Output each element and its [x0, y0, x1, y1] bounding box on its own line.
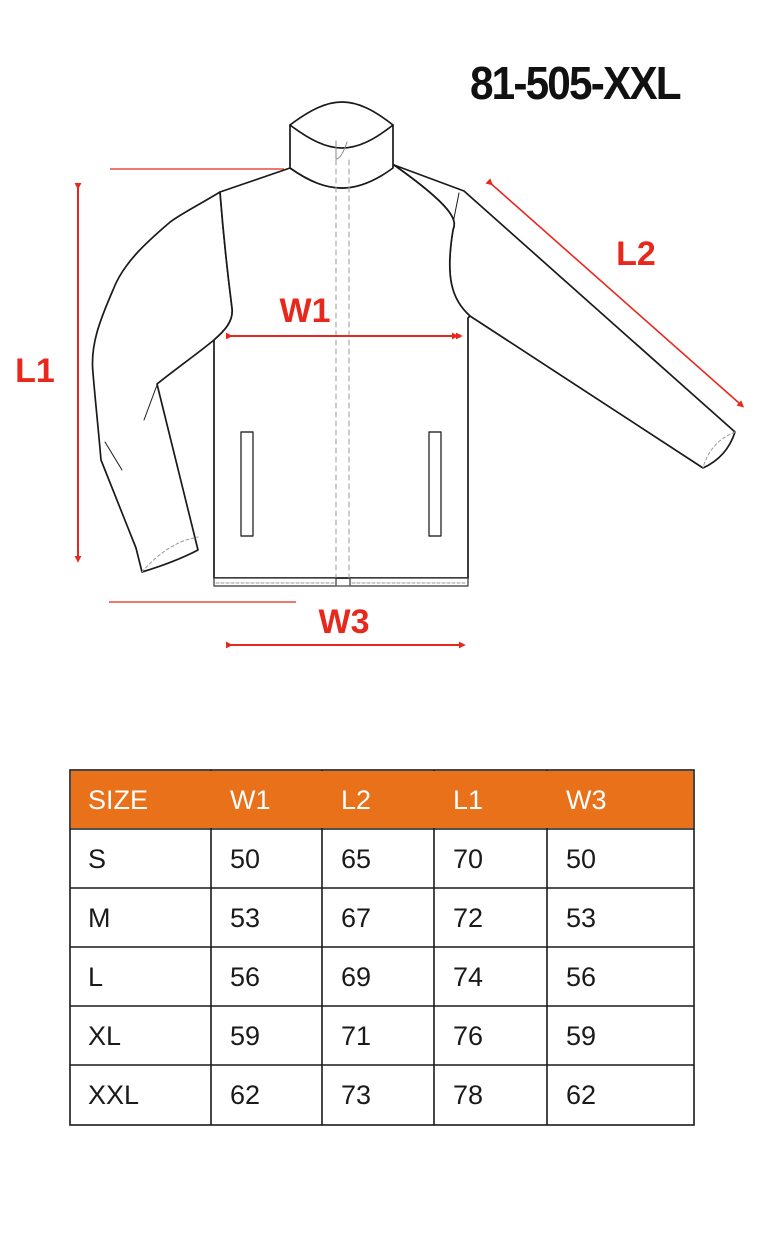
- svg-text:50: 50: [566, 844, 596, 874]
- svg-text:53: 53: [566, 903, 596, 933]
- svg-text:59: 59: [566, 1021, 596, 1051]
- svg-text:67: 67: [341, 903, 371, 933]
- svg-text:L2: L2: [616, 235, 656, 273]
- svg-text:W3: W3: [566, 785, 607, 815]
- svg-text:W1: W1: [280, 292, 331, 330]
- svg-text:74: 74: [453, 962, 483, 992]
- svg-text:L2: L2: [341, 785, 371, 815]
- svg-text:81-505-XXL: 81-505-XXL: [470, 58, 681, 109]
- svg-text:71: 71: [341, 1021, 371, 1051]
- svg-text:W3: W3: [319, 603, 370, 641]
- svg-text:XXL: XXL: [88, 1080, 139, 1110]
- svg-text:70: 70: [453, 844, 483, 874]
- svg-text:S: S: [88, 844, 106, 874]
- svg-text:50: 50: [230, 844, 260, 874]
- svg-text:W1: W1: [230, 785, 271, 815]
- svg-text:56: 56: [566, 962, 596, 992]
- svg-text:L1: L1: [15, 352, 55, 390]
- svg-text:56: 56: [230, 962, 260, 992]
- svg-text:69: 69: [341, 962, 371, 992]
- svg-text:73: 73: [341, 1080, 371, 1110]
- svg-text:L1: L1: [453, 785, 483, 815]
- svg-text:72: 72: [453, 903, 483, 933]
- svg-text:L: L: [88, 962, 103, 992]
- svg-text:M: M: [88, 903, 111, 933]
- svg-text:62: 62: [566, 1080, 596, 1110]
- svg-text:76: 76: [453, 1021, 483, 1051]
- svg-text:78: 78: [453, 1080, 483, 1110]
- svg-text:62: 62: [230, 1080, 260, 1110]
- svg-text:XL: XL: [88, 1021, 121, 1051]
- svg-text:65: 65: [341, 844, 371, 874]
- svg-text:59: 59: [230, 1021, 260, 1051]
- svg-text:SIZE: SIZE: [88, 785, 148, 815]
- svg-text:53: 53: [230, 903, 260, 933]
